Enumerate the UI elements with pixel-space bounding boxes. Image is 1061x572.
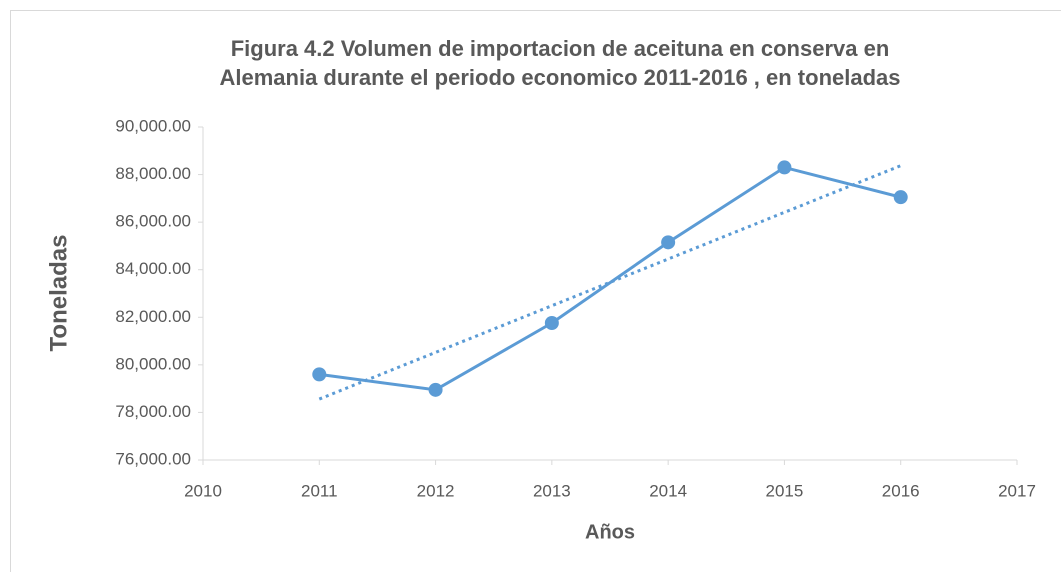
chart-title: Figura 4.2 Volumen de importacion de ace… bbox=[231, 36, 890, 61]
x-tick-label: 2012 bbox=[417, 481, 455, 500]
data-point bbox=[428, 382, 443, 397]
y-tick-label: 78,000.00 bbox=[115, 402, 191, 421]
y-tick-label: 80,000.00 bbox=[115, 354, 191, 373]
data-point bbox=[777, 160, 792, 175]
y-tick-label: 76,000.00 bbox=[115, 449, 191, 468]
chart-frame bbox=[10, 10, 1061, 572]
y-axis-title: Toneladas bbox=[45, 235, 72, 352]
y-tick-label: 88,000.00 bbox=[115, 164, 191, 183]
x-tick-label: 2013 bbox=[533, 481, 571, 500]
y-tick-label: 82,000.00 bbox=[115, 307, 191, 326]
y-tick-label: 90,000.00 bbox=[115, 116, 191, 135]
data-point bbox=[544, 315, 559, 330]
data-point bbox=[312, 367, 327, 382]
data-line bbox=[319, 165, 902, 392]
x-tick-label: 2011 bbox=[301, 481, 338, 500]
x-tick-label: 2010 bbox=[184, 481, 222, 500]
y-tick-label: 84,000.00 bbox=[115, 259, 191, 278]
data-point bbox=[893, 190, 908, 205]
x-axis-title: Años bbox=[585, 521, 635, 543]
x-tick-label: 2015 bbox=[766, 481, 804, 500]
chart-title: Alemania durante el periodo economico 20… bbox=[219, 65, 900, 90]
x-tick-label: 2016 bbox=[882, 481, 920, 500]
y-tick-label: 86,000.00 bbox=[115, 212, 191, 231]
x-tick-label: 2014 bbox=[649, 481, 687, 500]
x-tick-label: 2017 bbox=[998, 481, 1036, 500]
data-point bbox=[661, 235, 676, 250]
